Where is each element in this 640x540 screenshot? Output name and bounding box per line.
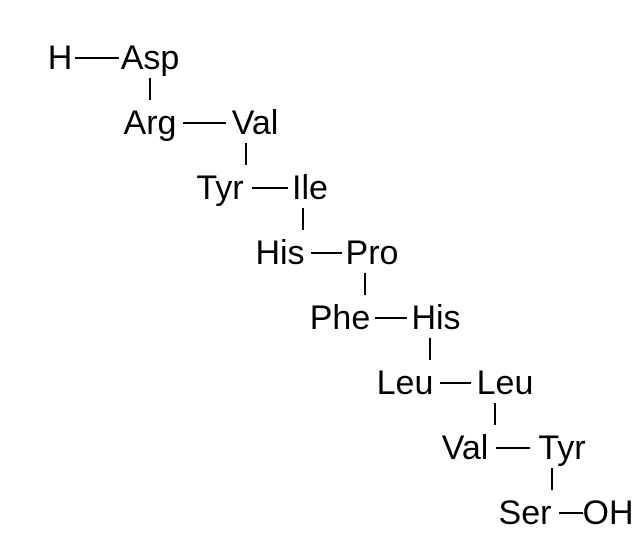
node-OH: OH	[583, 496, 634, 530]
bond-Leu1-Leu2	[440, 382, 471, 384]
bond-Tyr2-Ser	[551, 468, 553, 490]
bond-Val1-Tyr1	[245, 143, 247, 165]
bond-Ile-His1	[302, 208, 304, 230]
node-Val1: Val	[232, 106, 279, 140]
node-His2: His	[411, 301, 460, 335]
node-Pro: Pro	[346, 236, 399, 270]
node-Phe: Phe	[310, 301, 371, 335]
bond-Arg-Val1	[183, 122, 226, 124]
bond-Ser-OH	[559, 512, 583, 514]
node-His1: His	[255, 236, 304, 270]
bond-Pro-Phe	[364, 273, 366, 295]
bond-H-Asp	[75, 57, 119, 59]
node-Leu2: Leu	[477, 366, 534, 400]
node-Leu1: Leu	[377, 366, 434, 400]
bond-His2-Leu1	[429, 338, 431, 360]
node-Tyr1: Tyr	[196, 171, 243, 205]
node-Ser: Ser	[499, 496, 552, 530]
bond-Leu2-Val2	[494, 403, 496, 425]
node-Asp: Asp	[121, 41, 180, 75]
bond-Val2-Tyr2	[496, 447, 530, 449]
bond-Asp-Arg	[149, 78, 151, 100]
bond-His1-Pro	[311, 252, 342, 254]
bond-Tyr1-Ile	[252, 187, 288, 189]
node-Ile: Ile	[292, 171, 328, 205]
node-Arg: Arg	[124, 106, 177, 140]
node-H: H	[48, 41, 73, 75]
node-Val2: Val	[442, 431, 489, 465]
peptide-diagram: HAspArgValTyrIleHisProPheHisLeuLeuValTyr…	[0, 0, 640, 540]
bond-Phe-His2	[375, 317, 407, 319]
node-Tyr2: Tyr	[538, 431, 585, 465]
